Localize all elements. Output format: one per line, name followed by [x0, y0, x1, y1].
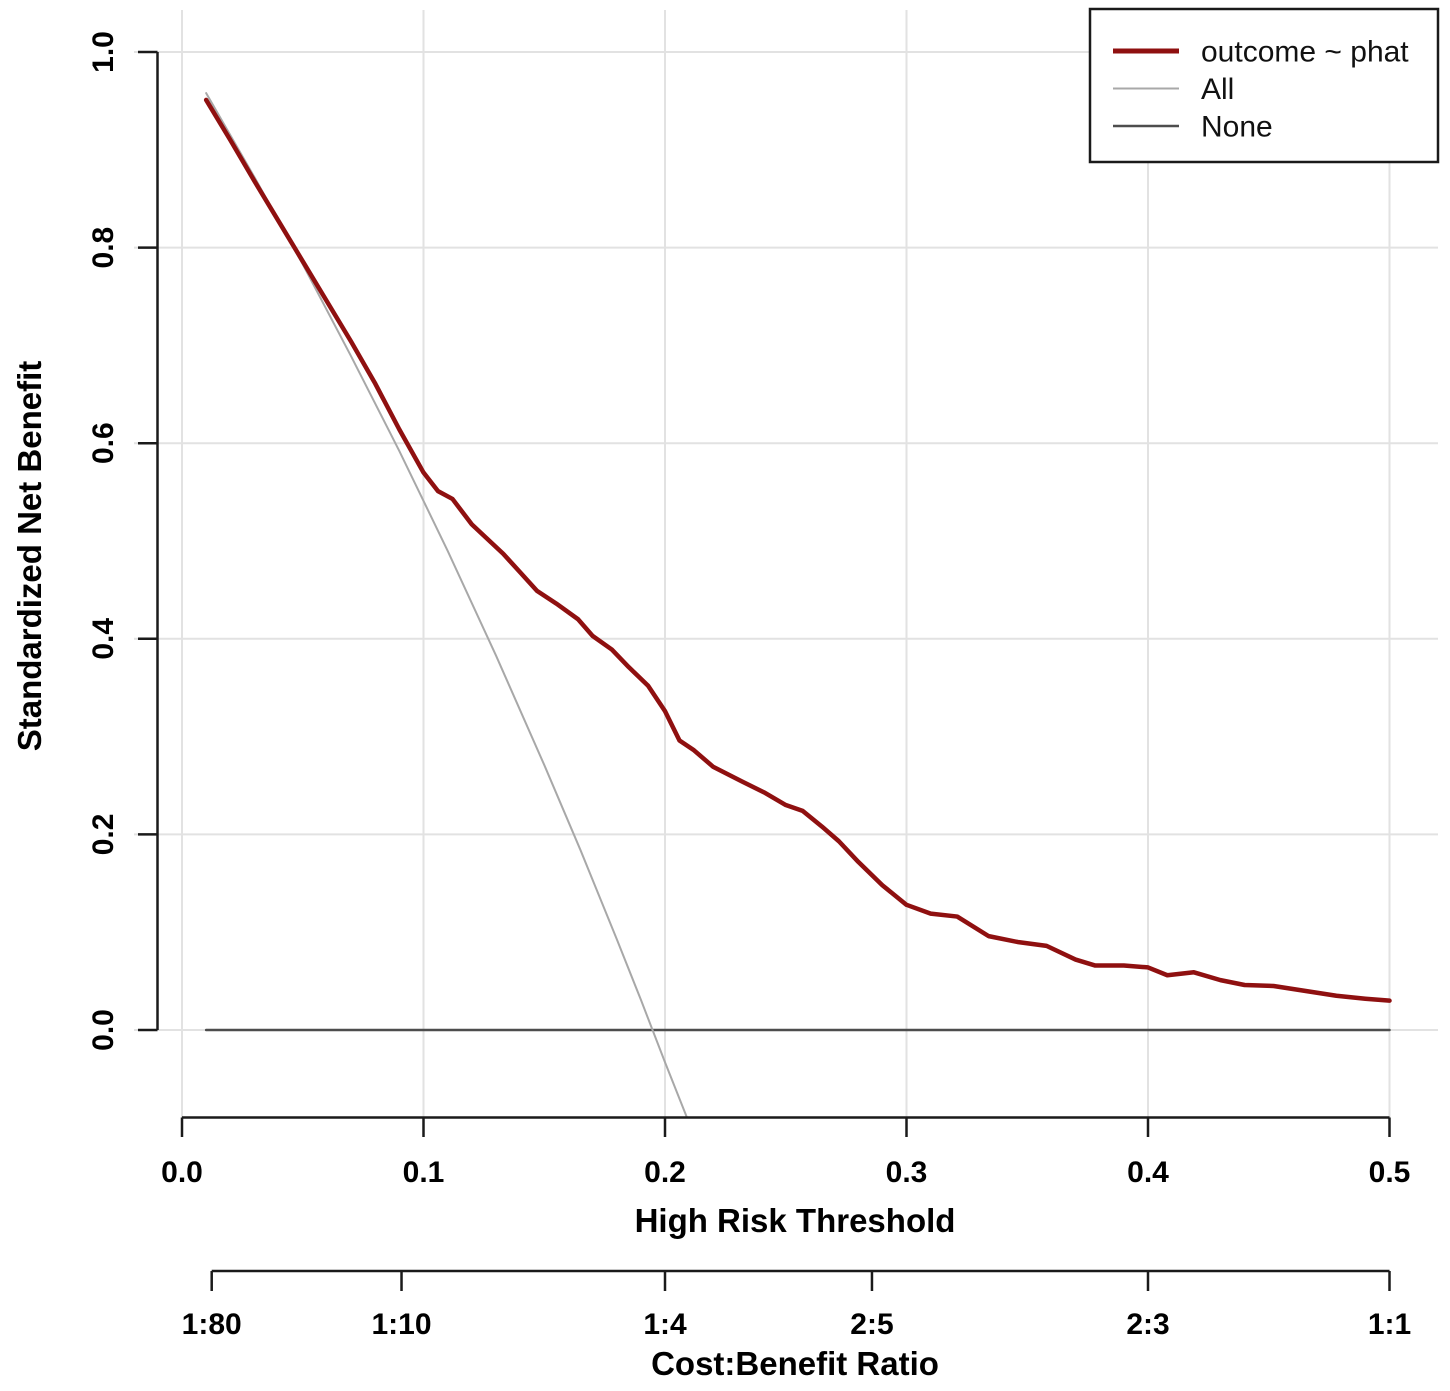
x-tick-label: 0.5: [1369, 1156, 1411, 1189]
y-tick-label: 0.6: [87, 422, 120, 464]
cost-benefit-tick-label: 1:1: [1368, 1308, 1411, 1341]
x-tick-label: 0.3: [886, 1156, 928, 1189]
cost-benefit-tick-label: 2:3: [1126, 1308, 1169, 1341]
y-tick-label: 0.2: [87, 814, 120, 856]
x-tick-label: 0.2: [644, 1156, 686, 1189]
secondary-x-axis-title: Cost:Benefit Ratio: [651, 1345, 939, 1382]
y-axis-title: Standardized Net Benefit: [11, 360, 48, 752]
x-tick-label: 0.0: [161, 1156, 203, 1189]
legend-label: None: [1201, 111, 1273, 144]
y-tick-label: 1.0: [87, 31, 120, 73]
x-axis-title: High Risk Threshold: [634, 1202, 956, 1239]
series-line-outcome-phat: [203, 97, 1392, 1003]
legend: outcome ~ phat All None: [1088, 7, 1440, 164]
cost-benefit-tick-label: 1:4: [643, 1308, 687, 1341]
cost-benefit-tick-label: 1:80: [182, 1308, 242, 1341]
cost-benefit-tick-label: 2:5: [850, 1308, 893, 1341]
y-tick-label: 0.8: [87, 227, 120, 269]
cost-benefit-tick-label: 1:10: [372, 1308, 432, 1341]
legend-label: outcome ~ phat: [1201, 36, 1409, 69]
y-tick-label: 0.4: [87, 618, 120, 660]
y-tick-label: 0.0: [87, 1009, 120, 1051]
legend-label: All: [1201, 73, 1234, 106]
x-tick-label: 0.4: [1127, 1156, 1169, 1189]
legend-box: [1088, 7, 1440, 164]
x-tick-label: 0.1: [403, 1156, 445, 1189]
